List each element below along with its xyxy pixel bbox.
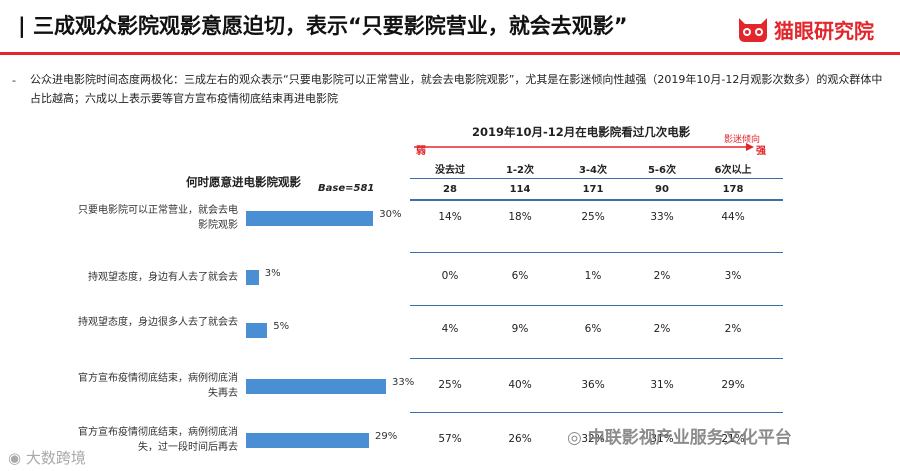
bar-value-label: 33% xyxy=(392,377,415,388)
bar xyxy=(246,270,259,285)
table-cell: 25% xyxy=(438,379,462,391)
table-column-header: 没去过 xyxy=(435,165,465,176)
arrow-strong-label: 强 xyxy=(756,145,766,157)
table-divider xyxy=(410,252,783,253)
table-cell: 18% xyxy=(508,211,532,223)
table-cell: 4% xyxy=(441,323,459,335)
table-sample-count: 171 xyxy=(582,184,604,195)
corner-watermark: ◉ 大数跨境 xyxy=(8,447,86,468)
table-cell: 6% xyxy=(511,270,529,282)
bar-value-label: 29% xyxy=(375,431,398,442)
category-label: 持观望态度，身边有人去了就会去 xyxy=(88,272,238,283)
brand-name: 猫眼研究院 xyxy=(774,18,874,43)
table-divider xyxy=(410,199,783,201)
category-label: 官方宣布疫情彻底结束，病例彻底消失再去 xyxy=(78,373,238,399)
page-title: | 三成观众影院观影意愿迫切，表示“只要影院营业，就会去观影” xyxy=(18,14,628,38)
table-cell: 3% xyxy=(724,270,742,282)
bar-value-label: 3% xyxy=(264,268,281,279)
base-label: Base xyxy=(318,183,346,194)
table-cell: 1% xyxy=(584,270,602,282)
table-column-header: 1-2次 xyxy=(505,165,535,176)
bar xyxy=(246,323,268,338)
table-cell: 40% xyxy=(508,379,532,391)
wechat-watermark: ◎ 中联影视产业服务文化平台 xyxy=(567,423,792,448)
table-cell: 33% xyxy=(650,211,674,223)
table-cell: 32% xyxy=(581,433,605,445)
table-cell: 44% xyxy=(721,211,745,223)
table-column-header: 5-6次 xyxy=(647,165,677,176)
table-cell: 2% xyxy=(724,323,742,335)
table-cell: 6% xyxy=(584,323,602,335)
table-sample-count: 90 xyxy=(655,184,669,195)
table-cell: 2% xyxy=(653,323,671,335)
base-value: =581 xyxy=(345,183,375,194)
table-sample-count: 114 xyxy=(509,184,531,195)
bar xyxy=(246,433,370,448)
table-divider xyxy=(410,305,783,306)
table-sample-count: 178 xyxy=(722,184,744,195)
arrow-weak-label: 弱 xyxy=(416,145,426,157)
bar xyxy=(246,211,374,226)
table-cell: 25% xyxy=(581,211,605,223)
table-cell: 57% xyxy=(438,433,462,445)
arrow-tendency-label: 影迷倾向 xyxy=(724,134,760,145)
cat-eye-logo-icon xyxy=(739,18,767,42)
corner-watermark-text: 大数跨境 xyxy=(25,449,86,467)
category-label: 持观望态度，身边很多人去了就会去 xyxy=(78,317,238,328)
brand-logo: 猫眼研究院 xyxy=(736,14,874,44)
table-cell: 21% xyxy=(721,433,745,445)
bar-value-label: 5% xyxy=(273,321,290,332)
table-cell: 29% xyxy=(721,379,745,391)
bar xyxy=(246,379,386,394)
table-divider xyxy=(410,412,783,413)
table-cell: 9% xyxy=(511,323,529,335)
table-cell: 31% xyxy=(650,433,674,445)
bar-value-label: 30% xyxy=(379,209,402,220)
header-divider xyxy=(0,52,900,55)
wechat-watermark-text: 中联影视产业服务文化平台 xyxy=(587,428,792,448)
base-count: Base=581 xyxy=(318,183,374,194)
table-cell: 14% xyxy=(438,211,462,223)
category-label: 官方宣布疫情彻底结束，病例彻底消失，过一段时间后再去 xyxy=(78,427,238,453)
table-cell: 0% xyxy=(441,270,459,282)
table-sample-count: 28 xyxy=(443,184,457,195)
table-divider xyxy=(410,358,783,359)
table-cell: 26% xyxy=(508,433,532,445)
wechat-icon: ◎ xyxy=(567,428,588,448)
fan-tendency-arrow: 弱 影迷倾向 强 xyxy=(414,134,766,157)
arrow-head-icon xyxy=(746,143,754,151)
table-cell: 2% xyxy=(653,270,671,282)
table-cell: 36% xyxy=(581,379,605,391)
chart-title: 何时愿意进电影院观影 xyxy=(186,175,301,189)
table-column-header: 6次以上 xyxy=(714,165,752,176)
description-text: 公众进电影院时间态度两极化：三成左右的观众表示“只要电影院可以正常营业，就会去电… xyxy=(30,73,883,105)
table-title: 2019年10月-12月在电影院看过几次电影 xyxy=(472,125,691,139)
corner-watermark-icon: ◉ xyxy=(8,449,26,467)
table-cell: 31% xyxy=(650,379,674,391)
table-column-header: 3-4次 xyxy=(578,165,608,176)
category-label: 只要电影院可以正常营业，就会去电影院观影 xyxy=(78,205,238,231)
table-divider xyxy=(410,178,783,179)
description-bullet: - xyxy=(12,74,16,87)
